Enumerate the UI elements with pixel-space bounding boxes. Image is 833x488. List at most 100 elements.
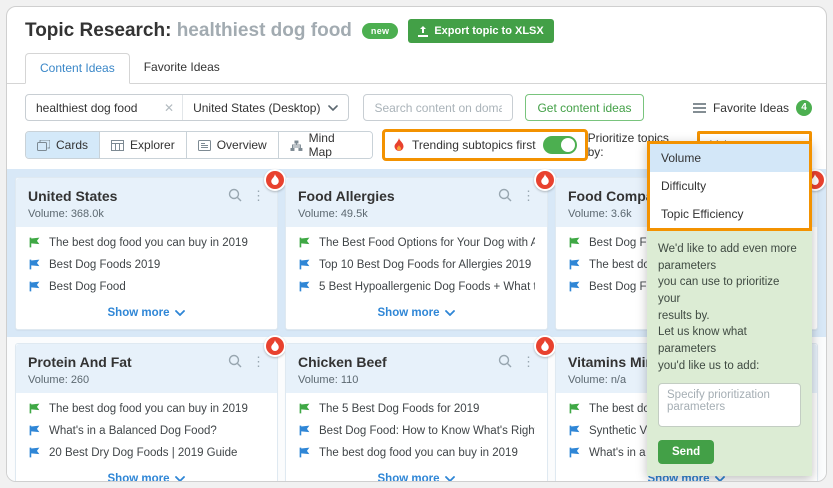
idea-item[interactable]: The 5 Best Dog Foods for 2019 xyxy=(298,402,535,415)
card-title[interactable]: Food Allergies xyxy=(298,188,395,204)
prioritize-options-annotation: Volume Difficulty Topic Efficiency xyxy=(647,141,812,231)
topic-card-united-states: United States ⋮ Volume: 368.0k The best … xyxy=(15,169,286,330)
export-button[interactable]: Export topic to XLSX xyxy=(408,19,554,43)
view-overview-label: Overview xyxy=(216,138,267,152)
idea-type-icon xyxy=(29,403,40,414)
volume-label: Volume: xyxy=(298,374,338,386)
volume-value: 368.0k xyxy=(70,208,104,220)
prioritize-dropdown: Volume Difficulty Topic Efficiency We'd … xyxy=(647,141,812,477)
volume-value: n/a xyxy=(610,374,627,386)
idea-type-icon xyxy=(569,281,580,292)
chevron-down-icon xyxy=(445,310,456,316)
region-select[interactable]: United States (Desktop) xyxy=(182,95,348,120)
view-mindmap-button[interactable]: Mind Map xyxy=(277,132,372,158)
idea-item[interactable]: The best dog food you can buy in 2019 xyxy=(298,446,535,459)
idea-title: 5 Best Hypoallergenic Dog Foods + What t… xyxy=(319,280,535,293)
chevron-down-icon xyxy=(328,104,339,111)
idea-title: What's in a Balanced Dog Food? xyxy=(49,424,217,437)
idea-type-icon xyxy=(569,425,580,436)
search-toolbar: ✕ United States (Desktop) Get content id… xyxy=(7,84,826,121)
idea-item[interactable]: Best Dog Food xyxy=(28,280,265,293)
tab-content-ideas[interactable]: Content Ideas xyxy=(25,53,130,84)
flame-icon xyxy=(394,138,404,151)
favorite-ideas-link[interactable]: Favorite Ideas 4 xyxy=(692,99,812,116)
show-more-link[interactable]: Show more xyxy=(286,303,547,329)
list-icon xyxy=(692,102,706,113)
card-title[interactable]: Food Company xyxy=(568,188,670,204)
idea-item[interactable]: The Best Food Options for Your Dog with … xyxy=(298,236,535,249)
option-difficulty[interactable]: Difficulty xyxy=(661,179,707,193)
idea-title: The Best Food Options for Your Dog with … xyxy=(319,236,535,249)
idea-title: The best dog food you can buy in 2019 xyxy=(49,236,248,249)
view-overview-button[interactable]: Overview xyxy=(185,132,278,158)
option-volume[interactable]: Volume xyxy=(650,144,809,172)
idea-item[interactable]: 5 Best Hypoallergenic Dog Foods + What t… xyxy=(298,280,535,293)
prioritization-parameters-input[interactable] xyxy=(658,383,801,428)
show-more-link[interactable]: Show more xyxy=(556,469,817,481)
kebab-menu-icon[interactable]: ⋮ xyxy=(252,187,265,203)
view-explorer-label: Explorer xyxy=(130,138,175,152)
idea-item[interactable]: 20 Best Dry Dog Foods | 2019 Guide xyxy=(28,446,265,459)
volume-label: Volume: xyxy=(568,208,608,220)
search-icon[interactable] xyxy=(228,188,242,202)
chevron-down-icon xyxy=(175,476,186,481)
region-label: United States (Desktop) xyxy=(193,100,321,115)
trending-flame-badge xyxy=(264,169,286,191)
overview-icon xyxy=(197,139,211,151)
kebab-menu-icon[interactable]: ⋮ xyxy=(522,353,535,369)
trending-subtopics-annotation: Trending subtopics first xyxy=(381,129,588,161)
card-title[interactable]: Chicken Beef xyxy=(298,354,387,370)
card-title[interactable]: United States xyxy=(28,188,118,204)
search-icon[interactable] xyxy=(498,188,512,202)
kebab-menu-icon[interactable]: ⋮ xyxy=(522,187,535,203)
parameters-feedback-panel: We'd like to add even more parameters yo… xyxy=(647,231,812,477)
idea-type-icon xyxy=(29,425,40,436)
clear-keyword-icon[interactable]: ✕ xyxy=(164,100,175,115)
idea-type-icon xyxy=(29,259,40,270)
idea-item[interactable]: Best Dog Foods 2019 xyxy=(28,258,265,271)
chevron-down-icon xyxy=(175,310,186,316)
volume-label: Volume: xyxy=(568,374,608,386)
tab-favorite-ideas[interactable]: Favorite Ideas xyxy=(143,60,220,74)
show-more-link[interactable]: Show more xyxy=(16,303,277,329)
idea-title: Best Dog Foods 2019 xyxy=(49,258,161,271)
idea-title: 20 Best Dry Dog Foods | 2019 Guide xyxy=(49,446,238,459)
idea-type-icon xyxy=(299,259,310,270)
search-icon[interactable] xyxy=(228,354,242,368)
search-icon[interactable] xyxy=(498,354,512,368)
view-explorer-button[interactable]: Explorer xyxy=(99,132,186,158)
keyword-input[interactable] xyxy=(26,100,156,115)
domain-search-input[interactable] xyxy=(363,94,514,121)
idea-type-icon xyxy=(299,237,310,248)
card-title[interactable]: Protein And Fat xyxy=(28,354,132,370)
send-button[interactable]: Send xyxy=(658,440,715,465)
favorite-ideas-label: Favorite Ideas xyxy=(712,100,789,115)
chevron-down-icon xyxy=(715,476,726,481)
page-title-label: Topic Research: xyxy=(25,20,172,41)
get-content-ideas-button[interactable]: Get content ideas xyxy=(525,94,644,121)
idea-item[interactable]: Best Dog Food: How to Know What's Right … xyxy=(298,424,535,437)
view-cards-button[interactable]: Cards xyxy=(26,132,100,158)
idea-type-icon xyxy=(29,237,40,248)
option-topic-efficiency[interactable]: Topic Efficiency xyxy=(661,207,744,221)
volume-value: 3.6k xyxy=(610,208,632,220)
kebab-menu-icon[interactable]: ⋮ xyxy=(252,353,265,369)
app-window: Topic Research: healthiest dog food new … xyxy=(6,6,827,482)
idea-item[interactable]: What's in a Balanced Dog Food? xyxy=(28,424,265,437)
page-title: Topic Research: healthiest dog food xyxy=(25,20,352,42)
idea-item[interactable]: The best dog food you can buy in 2019 xyxy=(28,236,265,249)
idea-item[interactable]: Top 10 Best Dog Foods for Allergies 2019 xyxy=(298,258,535,271)
idea-type-icon xyxy=(569,403,580,414)
trending-subtopics-toggle[interactable] xyxy=(542,136,577,154)
feedback-text: We'd like to add even more parameters yo… xyxy=(658,243,797,372)
show-more-link[interactable]: Show more xyxy=(16,469,277,481)
trending-flame-badge xyxy=(264,335,286,357)
card-title[interactable]: Vitamins Mine xyxy=(568,354,662,370)
idea-title: The 5 Best Dog Foods for 2019 xyxy=(319,402,480,415)
idea-type-icon xyxy=(29,281,40,292)
idea-title: The best dog food you can buy in 2019 xyxy=(319,446,518,459)
show-more-link[interactable]: Show more xyxy=(286,469,547,481)
idea-item[interactable]: The best dog food you can buy in 2019 xyxy=(28,402,265,415)
idea-title: Best Dog Food xyxy=(49,280,126,293)
idea-type-icon xyxy=(569,237,580,248)
